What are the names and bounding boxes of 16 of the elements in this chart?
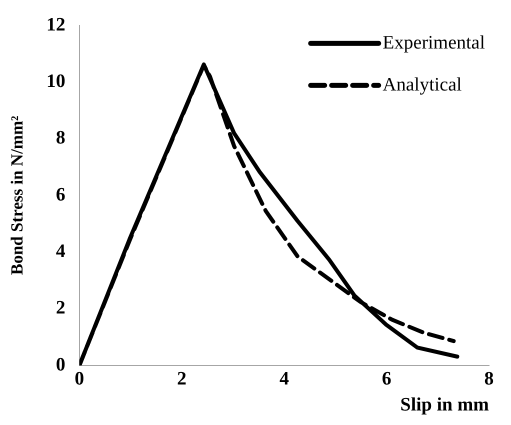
y-tick-label: 12 bbox=[46, 14, 66, 36]
y-axis-title: Bond Stress in N/mm² bbox=[8, 116, 27, 276]
legend-label: Analytical bbox=[382, 74, 462, 96]
y-tick-label: 8 bbox=[56, 128, 66, 149]
y-tick-label: 10 bbox=[46, 70, 66, 92]
legend-label: Experimental bbox=[382, 32, 486, 54]
x-tick-label: 2 bbox=[177, 368, 187, 390]
y-tick-label: 6 bbox=[56, 184, 66, 206]
x-tick-label: 6 bbox=[382, 368, 392, 390]
x-tick-label: 8 bbox=[484, 368, 494, 390]
y-tick-label: 0 bbox=[56, 354, 66, 376]
x-tick-label: 4 bbox=[279, 368, 290, 390]
y-tick-label: 2 bbox=[56, 298, 66, 319]
x-tick-label: 0 bbox=[74, 368, 84, 390]
x-axis-title: Slip in mm bbox=[400, 394, 490, 416]
y-tick-label: 4 bbox=[56, 240, 66, 262]
